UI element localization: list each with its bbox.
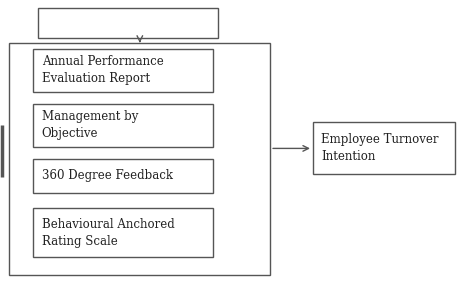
Text: Annual Performance
Evaluation Report: Annual Performance Evaluation Report: [42, 55, 164, 85]
Text: Behavioural Anchored
Rating Scale: Behavioural Anchored Rating Scale: [42, 218, 174, 248]
Text: Management by
Objective: Management by Objective: [42, 110, 138, 140]
FancyBboxPatch shape: [33, 159, 213, 193]
Text: Employee Turnover
Intention: Employee Turnover Intention: [321, 133, 439, 163]
FancyBboxPatch shape: [33, 104, 213, 147]
Text: 360 Degree Feedback: 360 Degree Feedback: [42, 170, 173, 182]
FancyBboxPatch shape: [38, 8, 218, 38]
FancyBboxPatch shape: [9, 43, 270, 275]
FancyBboxPatch shape: [313, 122, 455, 174]
FancyBboxPatch shape: [33, 208, 213, 257]
FancyBboxPatch shape: [33, 49, 213, 92]
